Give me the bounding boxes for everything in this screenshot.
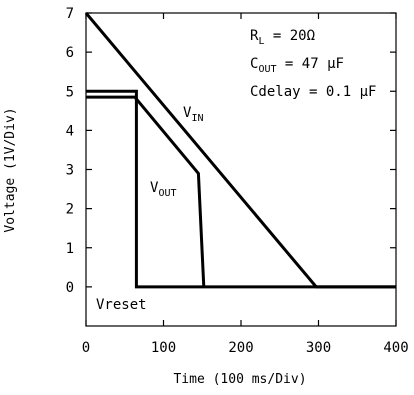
condition-cout: COUT = 47 μF	[250, 56, 344, 75]
x-tick-label: 0	[82, 340, 90, 356]
y-tick-label: 6	[66, 45, 74, 61]
y-tick-label: 2	[66, 202, 74, 218]
y-tick-label: 7	[66, 6, 74, 22]
condition-cdelay: Cdelay = 0.1 μF	[250, 84, 376, 100]
x-tick-label: 100	[151, 340, 176, 356]
y-tick-label: 1	[66, 241, 74, 257]
series-label-vin: VIN	[183, 105, 203, 124]
x-tick-label: 200	[228, 340, 253, 356]
condition-rl: RL = 20Ω	[250, 28, 315, 47]
x-tick-label: 400	[383, 340, 408, 356]
plot-frame	[85, 12, 397, 327]
x-axis-title: Time (100 ms/Div)	[173, 372, 306, 387]
series-label-vreset: Vreset	[96, 297, 147, 313]
y-tick-label: 5	[66, 84, 74, 100]
series-line-vreset	[86, 89, 396, 289]
y-tick-label: 0	[66, 280, 74, 296]
x-tick-label: 300	[306, 340, 331, 356]
y-tick-label: 4	[66, 123, 74, 139]
series-label-vout: VOUT	[150, 180, 177, 199]
series-line-vin	[84, 12, 396, 289]
y-axis-title: Voltage (1V/Div)	[3, 107, 18, 232]
series-line-vout	[86, 95, 206, 287]
y-tick-label: 3	[66, 163, 74, 179]
